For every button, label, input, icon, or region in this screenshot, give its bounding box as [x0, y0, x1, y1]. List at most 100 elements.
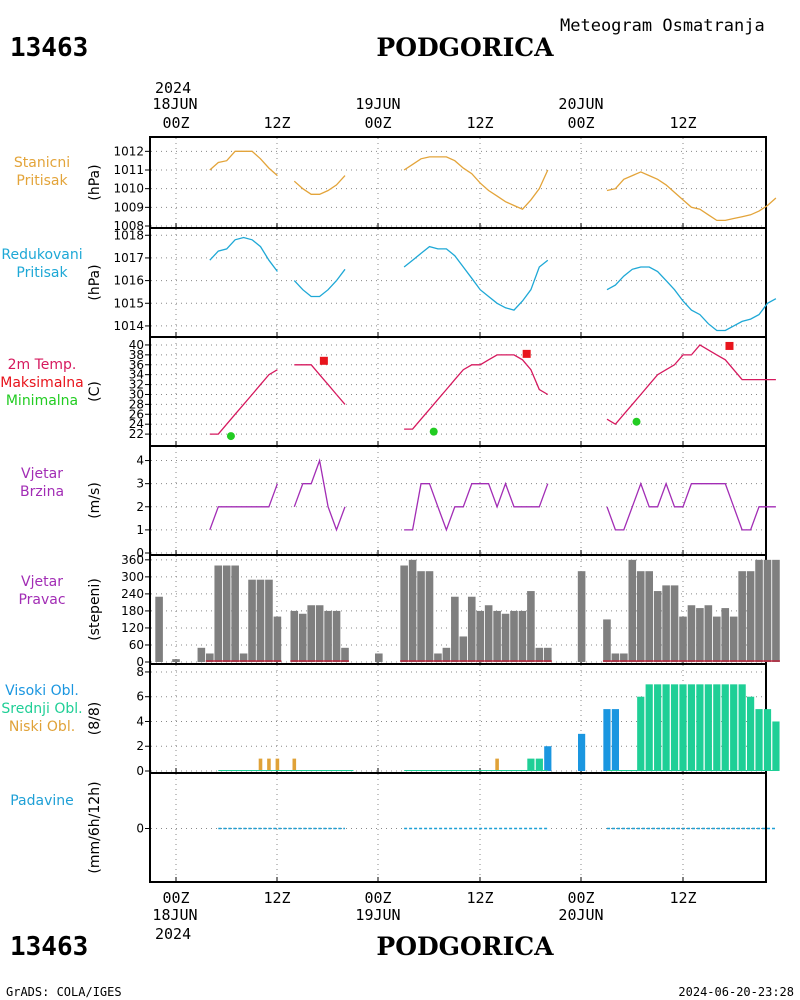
tmin-marker	[429, 427, 438, 436]
wind-direction-bar	[611, 653, 620, 662]
series-line-wind_speed	[606, 481, 776, 531]
y-tick-label: 4	[136, 714, 144, 728]
wind-direction-bar	[197, 647, 206, 662]
panel-frame	[149, 445, 767, 556]
bottom-tick-00z-20jun: 00Z	[567, 889, 594, 907]
y-tick-label: 1015	[113, 296, 144, 310]
cloud-bar-high	[603, 709, 611, 771]
panel-frame	[149, 136, 767, 229]
y-tick-label: 1	[136, 523, 144, 537]
panel-wind_speed: 0 1 2 3 4 (m/s) Vjetar Brzina	[20, 445, 776, 560]
y-tick-label: 2	[136, 500, 144, 514]
y-tick-label: 32	[129, 378, 144, 392]
wind-direction-bar	[332, 610, 341, 662]
y-tick-label: 22	[129, 427, 144, 441]
series-line-reduced_pressure	[293, 268, 346, 298]
y-tick-label: 30	[129, 387, 144, 401]
top-tick-12z-20jun: 12Z	[669, 114, 696, 132]
y-tick-label: 0	[136, 655, 144, 669]
series-line-temperature	[606, 344, 776, 426]
cloud-bar-mid	[763, 709, 772, 771]
panel-label-line: Vjetar	[21, 574, 63, 590]
cloud-bar-mid	[755, 709, 763, 771]
wind-direction-bar	[206, 653, 214, 662]
wind-direction-bar	[172, 659, 180, 662]
cloud-bar-mid	[721, 684, 729, 771]
wind-direction-bar	[307, 605, 315, 662]
bottom-day-label-19jun: 19JUN	[355, 906, 400, 924]
cloud-bar-mid	[662, 684, 670, 771]
cloud-bar-low	[258, 758, 263, 771]
wind-direction-bar	[628, 559, 637, 662]
bottom-year-label: 2024	[155, 925, 191, 943]
y-tick-label: 0	[136, 546, 144, 560]
wind-direction-bar	[155, 596, 163, 662]
wind-direction-bar	[231, 565, 239, 662]
y-tick-label: 180	[121, 604, 144, 618]
wind-direction-bar	[721, 608, 730, 662]
panel-clouds: 0 2 4 6 8 (8/8) Visoki Obl. Srednji Obl. Niski O…	[1, 663, 780, 778]
series-line-temperature	[209, 369, 278, 435]
bottom-tick-00z-19jun: 00Z	[364, 889, 391, 907]
series-line-wind_speed	[209, 483, 279, 531]
wind-direction-bar	[298, 613, 307, 662]
panel-unit-label: (stepeni)	[87, 578, 103, 641]
y-tick-label: 1009	[113, 200, 144, 214]
wind-direction-bar	[222, 565, 231, 662]
top-tick-12z-19jun: 12Z	[466, 114, 493, 132]
series-line-reduced_pressure	[403, 245, 549, 311]
panel-unit-label: (8/8)	[87, 702, 103, 735]
wind-direction-bar	[425, 571, 434, 662]
panel-label-line: Visoki Obl.	[5, 683, 79, 699]
cloud-bar-high	[611, 709, 619, 771]
wind-direction-bar	[755, 559, 763, 662]
wind-direction-bar	[535, 647, 544, 662]
series-line-reduced_pressure	[606, 266, 777, 332]
wind-direction-bar	[501, 613, 510, 662]
y-tick-label: 360	[121, 553, 144, 567]
cloud-bar-mid	[713, 684, 721, 771]
y-tick-label: 8	[136, 665, 144, 679]
y-tick-label: 24	[129, 417, 144, 431]
wind-direction-bar	[459, 636, 468, 662]
y-tick-label: 28	[129, 397, 144, 411]
y-tick-label: 1012	[113, 144, 144, 158]
y-tick-label: 36	[129, 358, 144, 372]
wind-direction-bar	[434, 653, 442, 662]
panel-label-line: Minimalna	[6, 393, 78, 409]
series-line-station_pressure	[606, 171, 777, 222]
top-time-axis: 2024 18JUN 19JUN 20JUN 00Z 12Z 00Z 12Z 0…	[152, 79, 696, 132]
top-day-label-18jun: 18JUN	[152, 95, 197, 113]
wind-direction-bar	[662, 585, 670, 662]
y-tick-label: 1014	[113, 319, 144, 333]
cloud-bar-mid	[730, 684, 738, 771]
station-id: 13463	[10, 33, 88, 63]
top-tick-00z-19jun: 00Z	[364, 114, 391, 132]
cloud-bar-mid	[670, 684, 679, 771]
wind-direction-bar	[763, 559, 772, 662]
panel-label-line: Pritisak	[16, 173, 68, 189]
y-tick-label: 26	[129, 407, 144, 421]
station-id-bottom: 13463	[10, 932, 88, 962]
city-title: PODGORICA	[376, 33, 554, 62]
wind-direction-bar	[324, 610, 332, 662]
wind-direction-bar	[265, 579, 273, 662]
panel-station_pressure: 1008 1009 1010 1011 1012 (hPa) Stanicni Pritisa…	[14, 136, 777, 233]
y-tick-label: 40	[129, 338, 144, 352]
y-tick-label: 1018	[113, 228, 144, 242]
panel-frame	[149, 336, 767, 447]
wind-direction-bar	[290, 610, 299, 662]
wind-direction-bar	[451, 596, 459, 662]
panel-grid	[151, 774, 765, 881]
panel-reduced_pressure: 1014 1015 1016 1017 1018 (hPa) Redukovani Priti…	[1, 227, 777, 338]
y-tick-label: 0	[136, 764, 144, 778]
panel-label-line: Srednji Obl.	[1, 701, 82, 717]
series-line-temperature	[404, 354, 549, 430]
wind-direction-bar	[704, 605, 713, 662]
wind-direction-bar	[239, 653, 248, 662]
panel-label-line: Redukovani	[1, 247, 82, 263]
wind-direction-bar	[315, 605, 324, 662]
wind-direction-bar	[484, 605, 493, 662]
cloud-bar-mid	[704, 684, 712, 771]
